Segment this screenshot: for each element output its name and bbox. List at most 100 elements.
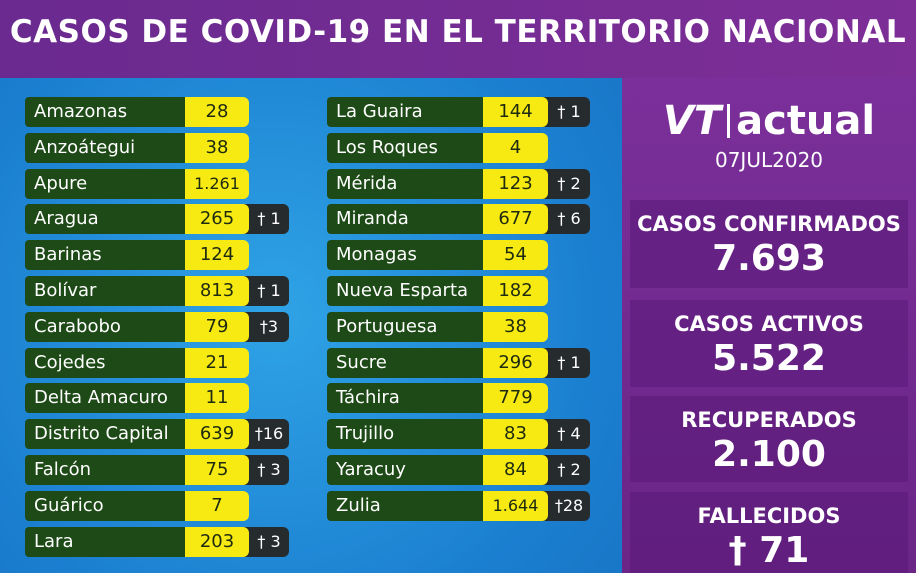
cases: 38 bbox=[185, 132, 249, 163]
cases: 124 bbox=[185, 240, 249, 271]
stat-value: 5.522 bbox=[712, 338, 826, 379]
state-name: Monagas bbox=[327, 240, 483, 271]
stat-panel: CASOS ACTIVOS 5.522 bbox=[630, 300, 908, 387]
state-name: Trujillo bbox=[327, 419, 483, 450]
state-name: Distrito Capital bbox=[25, 419, 185, 450]
logo-separator bbox=[727, 104, 731, 138]
state-row: † 1 Aragua 265 bbox=[25, 204, 289, 235]
deaths: †3 bbox=[241, 311, 289, 342]
deaths: † 4 bbox=[540, 419, 590, 450]
state-row: † 3 Lara 203 bbox=[25, 526, 289, 557]
sidebar: VT actual 07JUL2020 CASOS CONFIRMADOS 7.69… bbox=[622, 78, 916, 573]
state-row: Barinas 124 bbox=[25, 240, 289, 271]
cases: 79 bbox=[185, 311, 249, 342]
state-row: † 2 Mérida 123 bbox=[327, 168, 590, 199]
cases: 203 bbox=[185, 526, 249, 557]
state-row: Anzoátegui 38 bbox=[25, 132, 289, 163]
state-name: Bolívar bbox=[25, 276, 185, 306]
state-row: †3 Carabobo 79 bbox=[25, 311, 289, 342]
stat-value: 7.693 bbox=[712, 238, 826, 279]
state-name: Lara bbox=[25, 526, 185, 557]
cases: 4 bbox=[483, 132, 548, 163]
state-row: Guárico 7 bbox=[25, 490, 289, 521]
state-name: Los Roques bbox=[327, 132, 483, 163]
stat-panel: RECUPERADOS 2.100 bbox=[630, 396, 908, 482]
logo-vt: VT bbox=[662, 98, 722, 144]
deaths: †28 bbox=[540, 490, 590, 521]
deaths: † 1 bbox=[540, 97, 590, 127]
cases: 38 bbox=[483, 311, 548, 342]
state-row: Apure 1.261 bbox=[25, 168, 289, 199]
cases: 813 bbox=[185, 276, 249, 306]
deaths: † 3 bbox=[241, 526, 289, 557]
cases: 1.261 bbox=[185, 168, 249, 199]
cases: 84 bbox=[483, 455, 548, 485]
state-name: Portuguesa bbox=[327, 311, 483, 342]
date: 07JUL2020 bbox=[714, 148, 824, 172]
deaths: † 1 bbox=[241, 204, 289, 235]
state-name: Falcón bbox=[25, 455, 185, 485]
logo-actual: actual bbox=[736, 98, 876, 144]
title-bar bbox=[0, 0, 916, 78]
cases: 144 bbox=[483, 97, 548, 127]
state-row: Monagas 54 bbox=[327, 240, 590, 271]
state-row: Cojedes 21 bbox=[25, 347, 289, 378]
state-row: † 6 Miranda 677 bbox=[327, 204, 590, 235]
stat-value: 2.100 bbox=[712, 434, 826, 475]
deaths: † 2 bbox=[540, 168, 590, 199]
state-name: Miranda bbox=[327, 204, 483, 235]
cases: 83 bbox=[483, 419, 548, 450]
state-name: Carabobo bbox=[25, 311, 185, 342]
cases: 28 bbox=[185, 97, 249, 127]
state-row: Amazonas 28 bbox=[25, 97, 289, 127]
state-name: La Guaira bbox=[327, 97, 483, 127]
state-row: † 1 Sucre 296 bbox=[327, 347, 590, 378]
state-name: Cojedes bbox=[25, 347, 185, 378]
stat-label: RECUPERADOS bbox=[681, 408, 857, 432]
state-name: Apure bbox=[25, 168, 185, 199]
state-name: Aragua bbox=[25, 204, 185, 235]
state-row: Los Roques 4 bbox=[327, 132, 590, 163]
deaths: † 1 bbox=[540, 347, 590, 378]
deaths: † 2 bbox=[540, 455, 590, 485]
stat-label: FALLECIDOS bbox=[697, 504, 841, 528]
state-name: Amazonas bbox=[25, 97, 185, 127]
cases: 296 bbox=[483, 347, 548, 378]
state-row: Portuguesa 38 bbox=[327, 311, 590, 342]
cases: 677 bbox=[483, 204, 548, 235]
cases: 7 bbox=[185, 490, 249, 521]
cases: 11 bbox=[185, 383, 249, 414]
cases: 54 bbox=[483, 240, 548, 271]
cases: 182 bbox=[483, 276, 548, 306]
cases: 1.644 bbox=[483, 490, 548, 521]
state-name: Anzoátegui bbox=[25, 132, 185, 163]
state-row: Táchira 779 bbox=[327, 383, 590, 414]
state-name: Zulia bbox=[327, 490, 483, 521]
deaths: †16 bbox=[241, 419, 289, 450]
cases: 265 bbox=[185, 204, 249, 235]
stat-value: † 71 bbox=[728, 530, 810, 571]
stat-label: CASOS ACTIVOS bbox=[674, 312, 864, 336]
stat-panel: FALLECIDOS † 71 bbox=[630, 492, 908, 573]
logo: VT actual bbox=[622, 98, 916, 144]
cases: 21 bbox=[185, 347, 249, 378]
cases: 75 bbox=[185, 455, 249, 485]
cases: 779 bbox=[483, 383, 548, 414]
deaths: † 6 bbox=[540, 204, 590, 235]
state-row: † 1 Bolívar 813 bbox=[25, 276, 289, 306]
state-row: Nueva Esparta 182 bbox=[327, 276, 590, 306]
cases: 639 bbox=[185, 419, 249, 450]
state-name: Mérida bbox=[327, 168, 483, 199]
deaths: † 3 bbox=[241, 455, 289, 485]
state-name: Sucre bbox=[327, 347, 483, 378]
state-row: Delta Amacuro 11 bbox=[25, 383, 289, 414]
cases: 123 bbox=[483, 168, 548, 199]
state-name: Guárico bbox=[25, 490, 185, 521]
state-row: †28 Zulia 1.644 bbox=[327, 490, 590, 521]
state-name: Yaracuy bbox=[327, 455, 483, 485]
state-row: † 4 Trujillo 83 bbox=[327, 419, 590, 450]
state-row: †16 Distrito Capital 639 bbox=[25, 419, 289, 450]
state-name: Nueva Esparta bbox=[327, 276, 483, 306]
state-name: Barinas bbox=[25, 240, 185, 271]
